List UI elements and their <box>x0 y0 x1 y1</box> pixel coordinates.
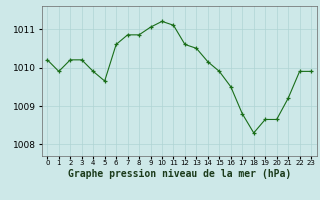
X-axis label: Graphe pression niveau de la mer (hPa): Graphe pression niveau de la mer (hPa) <box>68 169 291 179</box>
